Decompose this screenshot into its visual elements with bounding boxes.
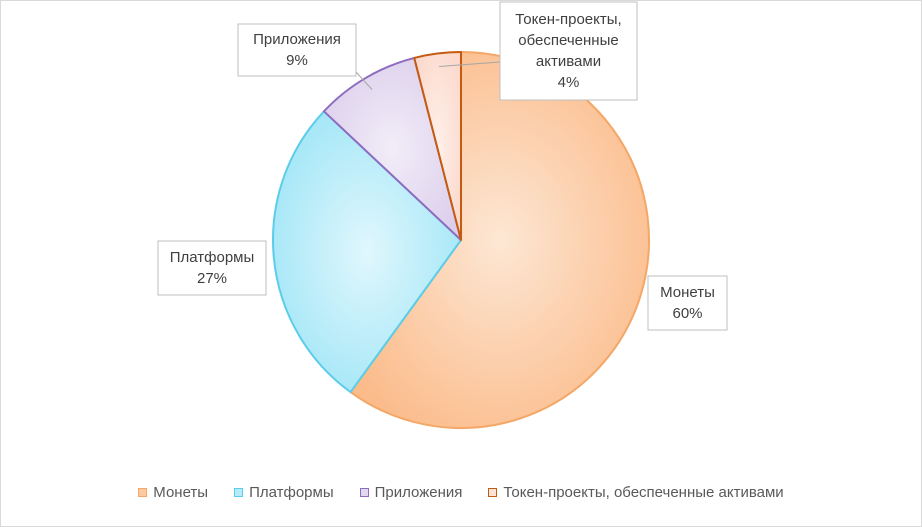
pie-slice-apps[interactable] xyxy=(322,56,462,241)
legend-label-apps: Приложения xyxy=(374,484,463,501)
data-label-value-apps: 9% xyxy=(286,52,308,69)
legend-label-asset-backed: Токен-проекты, обеспеченные активами xyxy=(503,484,784,501)
data-label-apps: Приложения 9% xyxy=(237,23,357,77)
data-label-box-asset-backed xyxy=(499,1,638,101)
data-label-asset-backed: Токен-проекты, обеспеченные активами 4% xyxy=(499,1,638,101)
data-label-value-coins: 60% xyxy=(672,305,702,322)
data-label-text-asset-backed: обеспеченные xyxy=(518,32,618,49)
data-label-text-asset-backed: активами xyxy=(536,53,601,70)
data-label-text-asset-backed: Токен-проекты, xyxy=(515,11,621,28)
legend-swatch-coins xyxy=(138,488,148,497)
legend-item-coins[interactable]: Монеты xyxy=(138,484,208,501)
data-label-box-coins xyxy=(647,275,728,331)
legend-swatch-apps xyxy=(359,488,369,497)
pie-slice-asset-backed[interactable] xyxy=(413,51,462,241)
legend-item-asset-backed[interactable]: Токен-проекты, обеспеченные активами xyxy=(488,484,784,501)
data-label-box-platforms xyxy=(157,240,267,296)
data-label-coins: Монеты 60% xyxy=(647,275,728,331)
data-label-value-platforms: 27% xyxy=(197,270,227,287)
data-label-text-coins: Монеты xyxy=(660,284,715,301)
leader-line-asset-backed xyxy=(439,61,501,67)
legend-item-apps[interactable]: Приложения xyxy=(359,484,463,501)
legend-swatch-asset-backed xyxy=(488,488,498,497)
data-label-value-asset-backed: 4% xyxy=(558,74,580,91)
legend-swatch-platforms xyxy=(234,488,244,497)
data-label-box-apps xyxy=(237,23,357,77)
data-label-text-platforms: Платформы xyxy=(170,249,255,266)
legend-item-platforms[interactable]: Платформы xyxy=(234,484,334,501)
legend-label-platforms: Платформы xyxy=(249,484,334,501)
pie-slice-platforms[interactable] xyxy=(272,110,462,394)
legend: Монеты Платформы Приложения Токен-проект… xyxy=(0,484,922,501)
data-label-text-apps: Приложения xyxy=(253,31,341,48)
data-label-platforms: Платформы 27% xyxy=(157,240,267,296)
leader-line-apps xyxy=(355,71,373,90)
legend-label-coins: Монеты xyxy=(153,484,209,501)
